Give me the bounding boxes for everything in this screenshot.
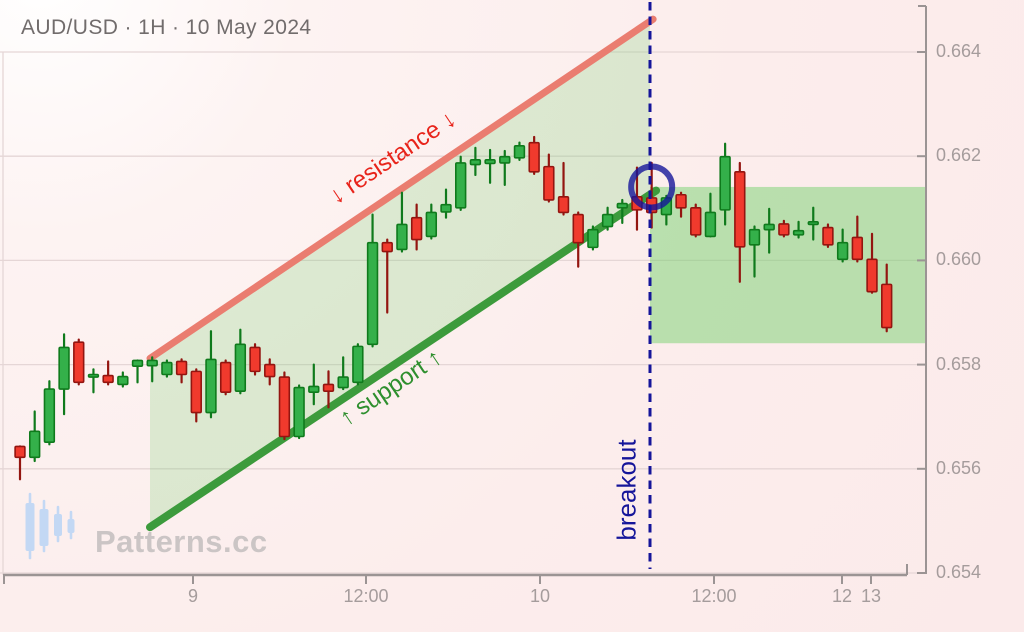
x-axis-label: 12:00 (691, 586, 737, 606)
x-axis-label: 12 (831, 586, 853, 606)
candle-body (822, 226, 834, 246)
candle-body (792, 229, 805, 236)
candle-body (278, 376, 291, 438)
candle-body (528, 141, 540, 173)
candle-body (131, 359, 144, 367)
candle-body (43, 388, 56, 444)
candle-body (87, 373, 100, 378)
y-axis-label: 0.656 (936, 458, 982, 478)
candle-body (572, 213, 584, 244)
candle-body (881, 283, 893, 329)
candle-body (396, 223, 408, 251)
y-axis-label: 0.658 (936, 354, 982, 374)
candle-body (454, 162, 467, 209)
candle-body (587, 228, 599, 249)
patterns-logo-icon (54, 514, 62, 536)
candle-body (704, 211, 717, 238)
candle-body (14, 445, 26, 459)
candle-body (293, 386, 305, 438)
breakout-label: breakout (611, 439, 642, 541)
candle-body (807, 221, 819, 226)
candle-body (748, 228, 761, 246)
candle-body (146, 359, 158, 367)
candle-body (352, 345, 364, 384)
candle-body (381, 241, 393, 253)
candle-body (337, 376, 349, 389)
watermark-text: Patterns.cc (95, 524, 268, 559)
x-axis-label: 12:00 (343, 586, 389, 606)
candle-body (601, 213, 614, 228)
candle-body (543, 165, 555, 201)
candle-body (690, 206, 702, 236)
chart-title: AUD/USD · 1H · 10 May 2024 (21, 16, 312, 39)
patterns-logo-icon (25, 503, 35, 551)
support-line (146, 186, 661, 532)
candle-body (73, 341, 85, 384)
candle-body (234, 343, 247, 392)
candle-body (322, 383, 335, 392)
candle-body (719, 155, 731, 211)
y-axis-label: 0.654 (936, 562, 982, 582)
resistance-line (146, 15, 657, 362)
breakout-circle (628, 163, 676, 211)
candle-body (734, 171, 746, 248)
candle-body (28, 430, 41, 459)
candle-body (366, 241, 379, 346)
candle-body (484, 159, 496, 165)
x-axis-label: 13 (860, 586, 882, 606)
candle-body (778, 223, 790, 236)
candle-body (851, 236, 864, 261)
y-axis-label: 0.664 (936, 41, 982, 61)
patterns-logo-icon (39, 509, 49, 546)
candle-body (190, 370, 202, 414)
candle-body (308, 385, 320, 394)
candle-body (836, 241, 849, 261)
candle-body (866, 258, 878, 293)
candle-body (58, 346, 70, 390)
candle-body (440, 203, 452, 213)
candle-body (425, 211, 438, 238)
y-axis-label: 0.660 (936, 249, 982, 269)
candle-body (219, 361, 232, 394)
y-axis-label: 0.662 (936, 145, 982, 165)
candle-body (469, 159, 482, 166)
candle-body (616, 202, 628, 209)
candle-body (763, 223, 775, 231)
candle-body (557, 196, 570, 214)
x-axis-label: 10 (529, 586, 551, 606)
candle-body (249, 346, 261, 373)
candle-body (675, 193, 687, 209)
candle-body (264, 363, 276, 378)
candle-body (102, 374, 114, 384)
candle-body (175, 360, 188, 376)
candle-body (161, 361, 173, 376)
candle-body (410, 216, 423, 241)
channel-fill (150, 21, 650, 528)
x-axis-label: 9 (187, 586, 199, 606)
candle-body (499, 155, 511, 164)
candle-body (513, 144, 526, 159)
patterns-logo-icon (67, 519, 75, 533)
candle-body (205, 358, 217, 414)
candle-body (117, 375, 129, 386)
